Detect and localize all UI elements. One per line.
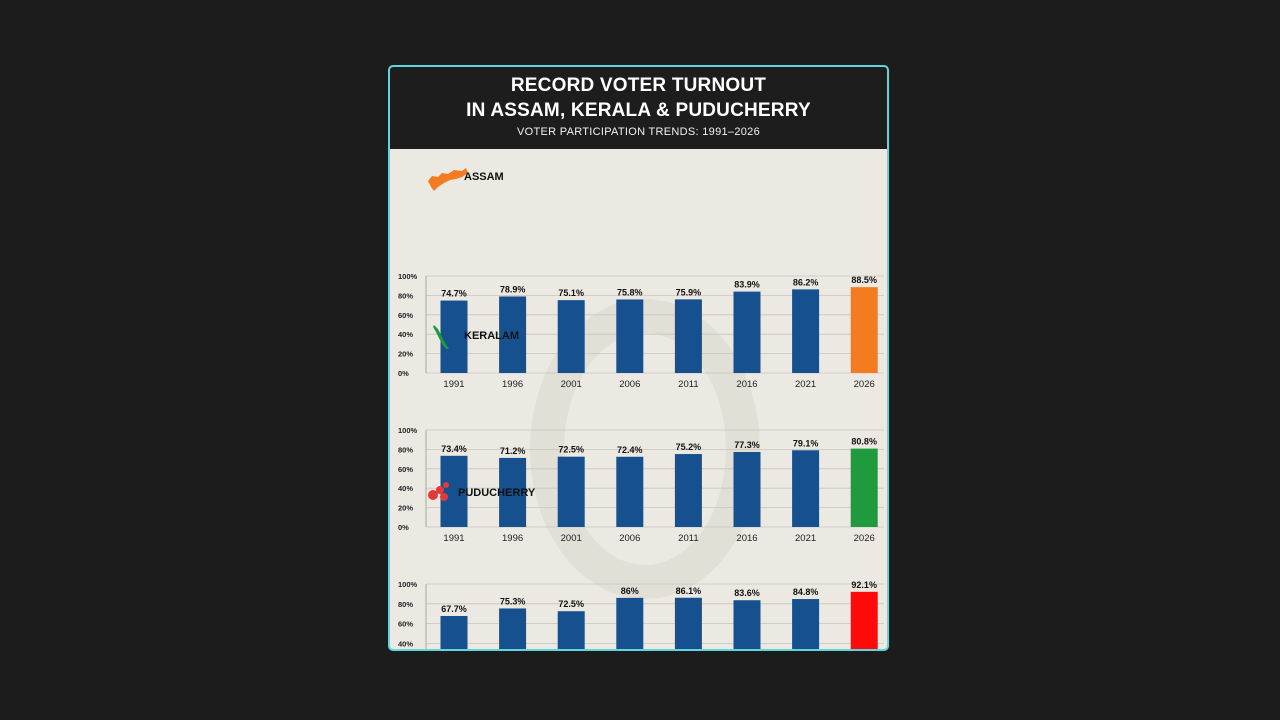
bar — [674, 454, 702, 527]
bar — [440, 300, 468, 373]
data-label: 83.9% — [734, 280, 760, 290]
x-tick-label: 2021 — [795, 533, 816, 544]
y-tick-label: 60% — [398, 620, 413, 629]
data-label: 84.8% — [793, 587, 819, 597]
data-label: 67.7% — [441, 604, 467, 614]
kerala-map-icon — [433, 325, 449, 349]
data-label: 79.1% — [793, 438, 819, 448]
y-tick-label: 100% — [398, 272, 418, 281]
x-tick-label: 1996 — [502, 379, 523, 390]
bar — [733, 291, 761, 373]
x-tick-label: 2001 — [561, 379, 582, 390]
x-tick-label: 2011 — [678, 379, 698, 390]
chart-panel-assam: ASSAM 0% 20% 40% 60% 80% 100% 74.7% 1991 78.9% 199… — [398, 168, 884, 390]
data-label: 74.7% — [441, 289, 467, 299]
data-label: 75.8% — [617, 287, 643, 297]
bar — [792, 289, 820, 373]
bar — [616, 597, 644, 649]
y-tick-label: 40% — [398, 330, 413, 339]
x-tick-label: 2006 — [619, 533, 640, 544]
y-tick-label: 100% — [398, 580, 418, 589]
x-tick-label: 2001 — [561, 533, 582, 544]
y-tick-label: 80% — [398, 291, 413, 300]
y-tick-label: 0% — [398, 369, 409, 378]
chart-title: ASSAM — [464, 171, 504, 183]
y-tick-label: 0% — [398, 523, 409, 532]
y-tick-label: 20% — [398, 350, 413, 359]
chart-panel-puducherry: PUDUCHERRY 0% 20% 40% 60% 80% 100% 67.7% 1991 75.… — [398, 482, 884, 649]
bar — [674, 299, 702, 373]
y-tick-label: 60% — [398, 465, 413, 474]
data-label: 72.5% — [558, 445, 584, 455]
bar — [557, 611, 585, 649]
x-tick-label: 2006 — [619, 379, 640, 390]
y-tick-label: 20% — [398, 504, 413, 513]
data-label: 77.3% — [734, 440, 760, 450]
data-label: 72.5% — [558, 599, 584, 609]
x-tick-label: 2021 — [795, 379, 816, 390]
data-label: 73.4% — [441, 444, 467, 454]
y-tick-label: 40% — [398, 484, 413, 493]
assam-map-icon — [428, 168, 468, 191]
data-label: 88.5% — [851, 275, 877, 285]
infographic-card: RECORD VOTER TURNOUT IN ASSAM, KERALA & … — [388, 65, 889, 651]
data-label: 80.8% — [851, 437, 877, 447]
data-label: 75.1% — [558, 288, 584, 298]
charts-svg: ASSAM 0% 20% 40% 60% 80% 100% 74.7% 1991 78.9% 199… — [398, 168, 884, 649]
x-tick-label: 2026 — [854, 379, 875, 390]
y-tick-label: 80% — [398, 600, 413, 609]
data-label: 83.6% — [734, 588, 760, 598]
charts-area: ASSAM 0% 20% 40% 60% 80% 100% 74.7% 1991 78.9% 199… — [390, 149, 887, 649]
bar — [557, 456, 585, 527]
data-label: 72.4% — [617, 445, 643, 455]
bar — [499, 608, 527, 649]
data-label: 92.1% — [851, 580, 877, 590]
bar — [792, 599, 820, 649]
data-label: 86% — [621, 586, 639, 596]
x-tick-label: 2016 — [736, 379, 757, 390]
data-label: 86.2% — [793, 277, 819, 287]
x-tick-label: 1991 — [443, 533, 464, 544]
bar — [850, 287, 878, 373]
data-label: 75.3% — [500, 596, 526, 606]
data-label: 78.9% — [500, 284, 526, 294]
data-label: 71.2% — [500, 446, 526, 456]
title-line-2: IN ASSAM, KERALA & PUDUCHERRY — [466, 100, 811, 121]
bar — [499, 457, 527, 527]
bar — [557, 300, 585, 373]
header: RECORD VOTER TURNOUT IN ASSAM, KERALA & … — [390, 67, 887, 149]
bar — [850, 448, 878, 527]
x-tick-label: 2026 — [854, 533, 875, 544]
y-tick-label: 100% — [398, 426, 418, 435]
chart-panel-keralam: KERALAM 0% 20% 40% 60% 80% 100% 73.4% 1991 71.2% 1… — [398, 325, 884, 544]
bar — [674, 597, 702, 649]
y-tick-label: 60% — [398, 311, 413, 320]
x-tick-label: 1991 — [443, 379, 464, 390]
data-label: 75.9% — [676, 287, 702, 297]
x-tick-label: 1996 — [502, 533, 523, 544]
y-tick-label: 80% — [398, 445, 413, 454]
y-tick-label: 40% — [398, 639, 413, 648]
puducherry-map-icon — [428, 482, 449, 501]
bar — [499, 296, 527, 373]
data-label: 75.2% — [676, 442, 702, 452]
bar — [616, 299, 644, 373]
x-tick-label: 2016 — [736, 533, 757, 544]
chart-title: PUDUCHERRY — [458, 487, 536, 499]
bar — [850, 591, 878, 649]
data-label: 86.1% — [676, 586, 702, 596]
bar — [792, 450, 820, 527]
chart-title: KERALAM — [464, 330, 519, 342]
bar — [733, 600, 761, 649]
bar — [440, 455, 468, 527]
bar — [733, 452, 761, 527]
x-tick-label: 2011 — [678, 533, 698, 544]
subtitle: VOTER PARTICIPATION TRENDS: 1991–2026 — [517, 126, 760, 138]
bar — [440, 615, 468, 649]
title-line-1: RECORD VOTER TURNOUT — [510, 75, 767, 96]
bar — [616, 456, 644, 527]
